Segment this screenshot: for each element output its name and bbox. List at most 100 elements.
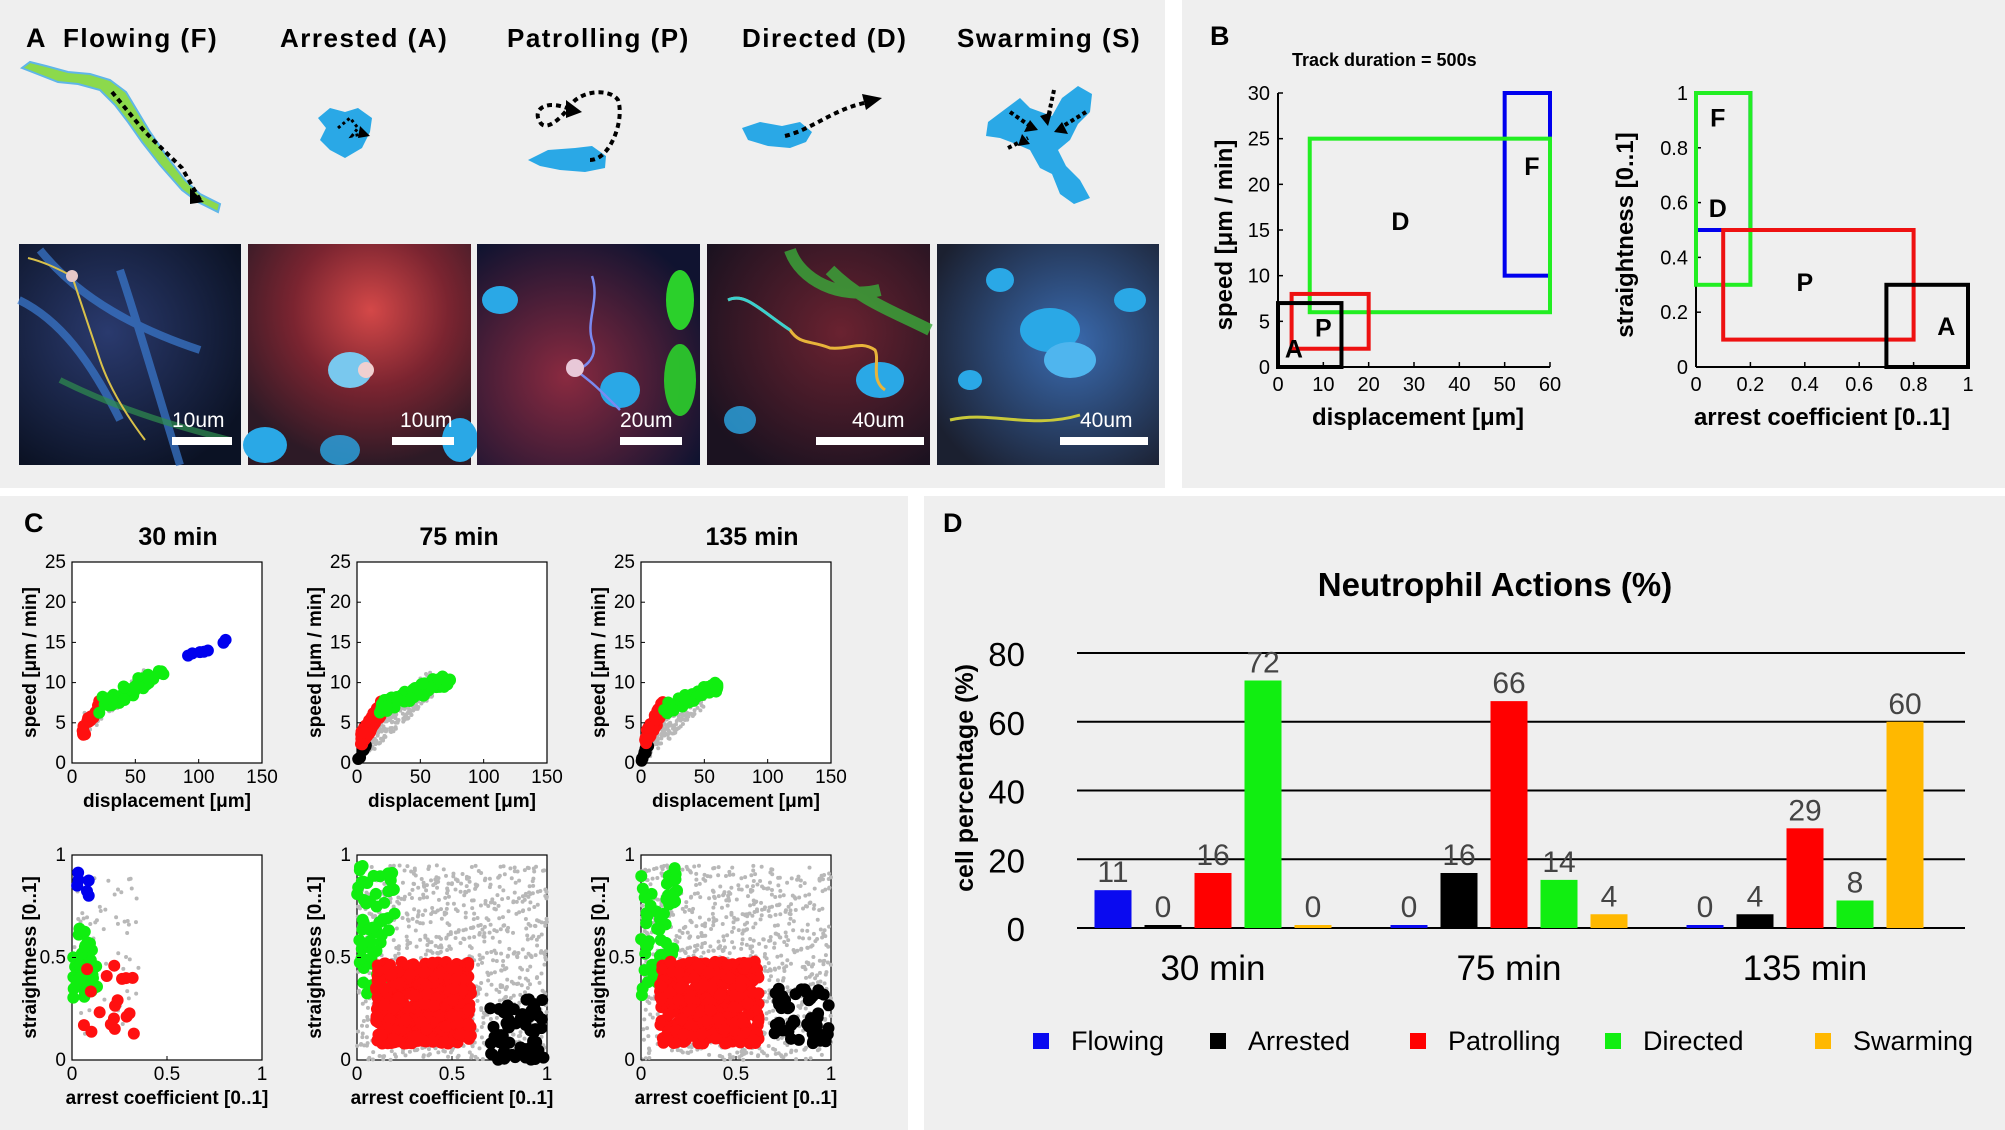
scatter-plot-top-2: 0 50 100 150 0 5 10 15 20 25 displacement [μm] spee…: [589, 552, 847, 812]
data-point: [433, 943, 438, 948]
data-point: [445, 886, 450, 891]
b-left-xtick-label: 60: [1539, 374, 1561, 396]
data-point: [476, 991, 481, 996]
data-point: [462, 937, 467, 942]
data-point: [786, 989, 791, 994]
data-point: [775, 903, 780, 908]
data-point: [732, 945, 737, 950]
data-point: [796, 874, 801, 879]
data-point: [507, 1003, 520, 1016]
b-left-xtick-label: 50: [1494, 374, 1516, 396]
panel-a-label: A: [26, 23, 46, 53]
scatter-xlabel: displacement [μm]: [652, 791, 820, 812]
data-point: [535, 889, 540, 894]
data-point: [534, 937, 539, 942]
data-point: [468, 926, 473, 931]
data-point: [506, 1048, 519, 1061]
data-point: [697, 881, 702, 886]
data-point: [720, 949, 725, 954]
data-point: [680, 931, 685, 936]
data-point: [723, 873, 728, 878]
data-point: [495, 893, 500, 898]
b-left-ytick-label: 10: [1248, 266, 1270, 288]
data-point: [674, 933, 679, 938]
data-point: [720, 921, 725, 926]
xtick-label: 0: [352, 1064, 363, 1085]
data-point: [767, 995, 772, 1000]
data-point: [447, 944, 452, 949]
data-point: [753, 872, 758, 877]
data-point: [525, 937, 530, 942]
data-point: [667, 729, 672, 734]
data-point: [775, 923, 780, 928]
data-point: [741, 997, 754, 1010]
data-point: [720, 1054, 725, 1059]
scatter-ylabel: straightness [0..1]: [20, 876, 41, 1039]
data-point: [695, 705, 700, 710]
data-point: [497, 998, 502, 1003]
data-point: [517, 975, 522, 980]
ytick-label: 15: [330, 632, 351, 653]
data-point: [449, 973, 462, 986]
data-point: [537, 919, 542, 924]
data-point: [734, 980, 747, 993]
data-point: [360, 1031, 365, 1036]
data-point: [645, 1026, 650, 1031]
b-right-xtick-label: 0.2: [1736, 374, 1764, 396]
b-right-box-a: [1884, 282, 1971, 369]
data-point: [375, 929, 388, 942]
b-left-box-label-p: P: [1315, 315, 1332, 343]
b-left-xtick-label: 20: [1358, 374, 1380, 396]
data-point: [393, 953, 398, 958]
data-point: [508, 996, 513, 1001]
data-point: [512, 950, 517, 955]
data-point: [467, 1050, 472, 1055]
data-point: [534, 864, 539, 869]
data-point: [504, 966, 509, 971]
data-point: [378, 982, 391, 995]
xtick-label: 0.5: [439, 1064, 465, 1085]
data-point: [794, 1057, 799, 1062]
data-point: [694, 689, 707, 702]
data-point: [828, 996, 833, 1001]
scatter-plot-bottom-0: 0 0.5 1 0 0.5 1 arrest coefficient [0..1] strai…: [20, 845, 268, 1109]
data-point: [745, 920, 750, 925]
data-point: [699, 931, 704, 936]
data-point: [803, 893, 808, 898]
b-right-box-label-f: F: [1710, 105, 1725, 133]
data-point: [705, 874, 710, 879]
data-point: [678, 718, 683, 723]
data-point: [407, 892, 412, 897]
ytick-label: 5: [55, 713, 66, 734]
data-point: [807, 892, 812, 897]
data-point: [639, 947, 652, 960]
bar-value-label: 16: [1196, 839, 1229, 872]
data-point: [698, 895, 703, 900]
data-point: [356, 860, 369, 873]
data-point: [356, 913, 369, 926]
data-point: [779, 994, 792, 1007]
data-point: [671, 723, 676, 728]
data-point: [400, 916, 405, 921]
data-point: [760, 907, 765, 912]
data-point: [709, 926, 714, 931]
data-point: [85, 915, 90, 920]
data-point: [676, 726, 681, 731]
data-point: [751, 938, 756, 943]
data-point: [411, 708, 416, 713]
data-point: [544, 889, 549, 894]
patrolling-schematic: [528, 90, 622, 172]
b-right-xtick-label: 0.4: [1791, 374, 1819, 396]
xtick-label: 50: [125, 767, 146, 788]
data-point: [425, 948, 430, 953]
data-point: [675, 1013, 688, 1026]
data-point: [533, 953, 538, 958]
data-point: [426, 867, 431, 872]
data-point: [501, 963, 506, 968]
data-point: [472, 934, 477, 939]
data-point: [71, 974, 84, 987]
data-point: [688, 895, 693, 900]
b-right-xlabel: arrest coefficient [0..1]: [1694, 404, 1950, 431]
data-point: [529, 936, 534, 941]
data-point: [446, 994, 459, 1007]
